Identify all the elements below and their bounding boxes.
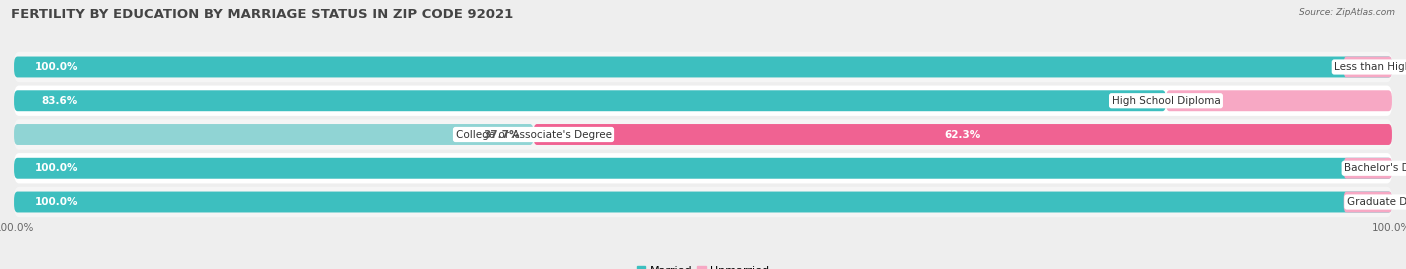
FancyBboxPatch shape [14,124,533,145]
Text: 100.0%: 100.0% [35,163,79,173]
FancyBboxPatch shape [14,90,1166,111]
Text: 100.0%: 100.0% [35,197,79,207]
Text: Source: ZipAtlas.com: Source: ZipAtlas.com [1299,8,1395,17]
FancyBboxPatch shape [14,192,1392,213]
FancyBboxPatch shape [14,119,1392,150]
FancyBboxPatch shape [14,158,1392,179]
Text: Graduate Degree: Graduate Degree [1347,197,1406,207]
FancyBboxPatch shape [14,153,1392,183]
FancyBboxPatch shape [14,56,1392,77]
FancyBboxPatch shape [14,187,1392,217]
FancyBboxPatch shape [1166,90,1392,111]
Text: College or Associate's Degree: College or Associate's Degree [456,129,612,140]
Text: FERTILITY BY EDUCATION BY MARRIAGE STATUS IN ZIP CODE 92021: FERTILITY BY EDUCATION BY MARRIAGE STATU… [11,8,513,21]
Text: 100.0%: 100.0% [35,62,79,72]
Text: 37.7%: 37.7% [484,129,520,140]
Text: 62.3%: 62.3% [945,129,981,140]
FancyBboxPatch shape [14,52,1392,82]
FancyBboxPatch shape [1344,192,1392,213]
FancyBboxPatch shape [1344,158,1392,179]
Legend: Married, Unmarried: Married, Unmarried [633,261,773,269]
FancyBboxPatch shape [1344,56,1392,77]
FancyBboxPatch shape [533,124,1392,145]
Text: Less than High School: Less than High School [1334,62,1406,72]
Text: 83.6%: 83.6% [42,96,77,106]
Text: Bachelor's Degree: Bachelor's Degree [1344,163,1406,173]
FancyBboxPatch shape [14,86,1392,116]
Text: High School Diploma: High School Diploma [1112,96,1220,106]
